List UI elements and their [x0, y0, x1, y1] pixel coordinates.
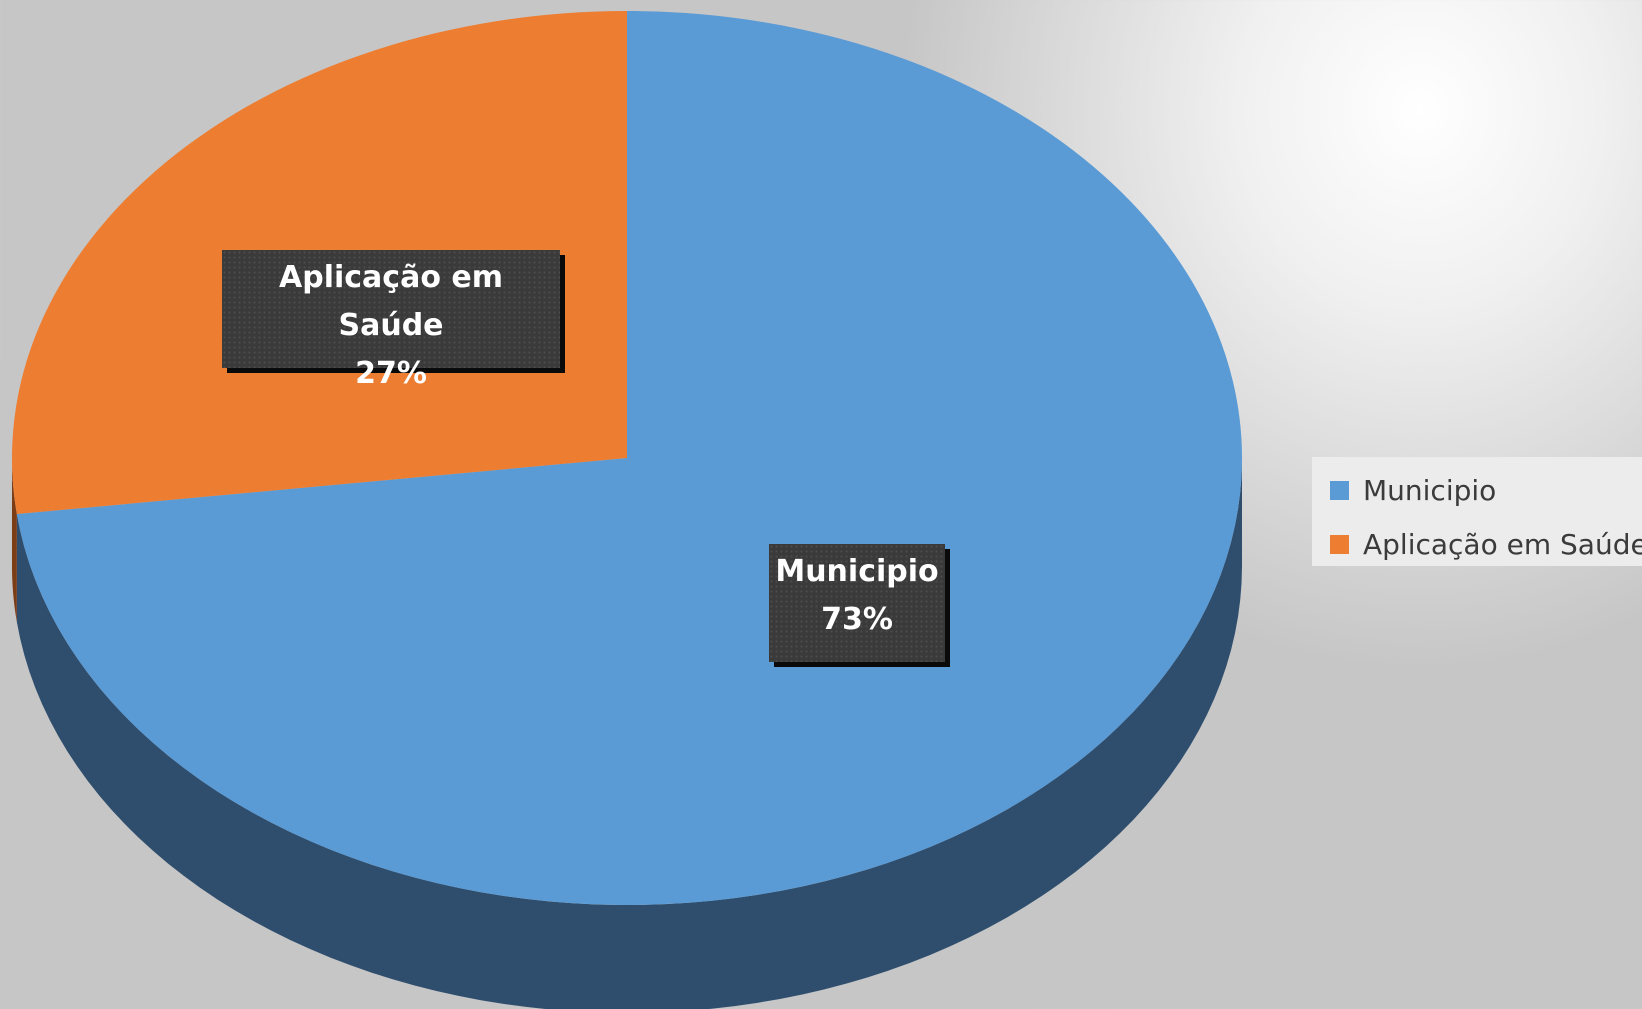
legend-swatch-municipio [1330, 480, 1349, 500]
legend-label-municipio: Municipio [1363, 473, 1497, 507]
legend-swatch-aplicacao-em-saude [1330, 534, 1349, 554]
data-label-municipio-name: Municipio [775, 554, 939, 589]
data-label-aplicacao-em-saude-percent: 27% [355, 356, 427, 391]
legend-item-municipio: Municipio [1330, 469, 1642, 511]
pie-slice-municipio [16, 11, 1243, 906]
legend-label-aplicacao-em-saude: Aplicação em Saúde [1363, 527, 1642, 561]
pie-side-municipio [16, 458, 1242, 1009]
chart-legend: Municipio Aplicação em Saúde [1312, 457, 1642, 566]
legend-item-aplicacao-em-saude: Aplicação em Saúde [1330, 523, 1642, 565]
data-label-municipio: Municipio 73% [769, 544, 945, 662]
data-label-aplicacao-em-saude-name: Aplicação em Saúde [279, 260, 503, 343]
data-label-municipio-percent: 73% [821, 602, 893, 637]
pie-side-aplicacao-em-saude [12, 458, 17, 623]
data-label-aplicacao-em-saude: Aplicação em Saúde 27% [222, 250, 560, 391]
